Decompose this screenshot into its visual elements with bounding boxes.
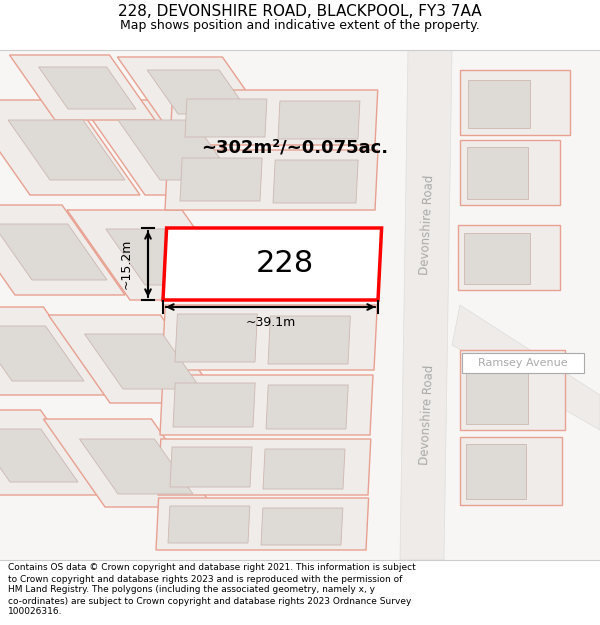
Text: to Crown copyright and database rights 2023 and is reproduced with the permissio: to Crown copyright and database rights 2…	[8, 574, 403, 584]
Text: Devonshire Road: Devonshire Road	[418, 364, 436, 466]
Polygon shape	[165, 150, 378, 210]
Polygon shape	[0, 326, 84, 381]
Polygon shape	[49, 315, 222, 403]
Polygon shape	[466, 444, 526, 499]
Polygon shape	[468, 80, 530, 128]
Polygon shape	[156, 498, 368, 550]
Polygon shape	[278, 101, 360, 139]
Polygon shape	[458, 225, 560, 290]
Polygon shape	[180, 158, 262, 201]
Polygon shape	[175, 314, 257, 362]
Polygon shape	[173, 383, 255, 427]
Polygon shape	[79, 439, 193, 494]
Text: Contains OS data © Crown copyright and database right 2021. This information is : Contains OS data © Crown copyright and d…	[8, 564, 416, 572]
Polygon shape	[8, 120, 125, 180]
Polygon shape	[85, 334, 201, 389]
Text: co-ordinates) are subject to Crown copyright and database rights 2023 Ordnance S: co-ordinates) are subject to Crown copyr…	[8, 596, 412, 606]
Polygon shape	[170, 447, 252, 487]
Text: 100026316.: 100026316.	[8, 608, 62, 616]
Polygon shape	[158, 439, 371, 495]
Polygon shape	[160, 375, 373, 435]
Polygon shape	[185, 99, 267, 137]
Text: 228: 228	[256, 249, 314, 279]
Polygon shape	[452, 305, 600, 430]
Polygon shape	[0, 205, 125, 295]
Polygon shape	[170, 90, 378, 145]
Polygon shape	[263, 449, 345, 489]
Polygon shape	[467, 147, 528, 199]
Polygon shape	[464, 233, 530, 284]
Polygon shape	[273, 160, 358, 203]
Polygon shape	[0, 100, 140, 195]
Polygon shape	[460, 437, 562, 505]
Bar	[0, 50, 600, 560]
Text: 228, DEVONSHIRE ROAD, BLACKPOOL, FY3 7AA: 228, DEVONSHIRE ROAD, BLACKPOOL, FY3 7AA	[118, 4, 482, 19]
Text: ~302m²/~0.075ac.: ~302m²/~0.075ac.	[202, 139, 389, 157]
Polygon shape	[79, 100, 255, 195]
Polygon shape	[460, 350, 565, 430]
Polygon shape	[0, 429, 78, 482]
Polygon shape	[147, 70, 250, 114]
Text: ~15.2m: ~15.2m	[119, 239, 133, 289]
Polygon shape	[268, 316, 350, 364]
Polygon shape	[118, 57, 270, 125]
Polygon shape	[460, 70, 570, 135]
Polygon shape	[0, 224, 107, 280]
Polygon shape	[466, 357, 528, 424]
Polygon shape	[67, 210, 245, 300]
Text: HM Land Registry. The polygons (including the associated geometry, namely x, y: HM Land Registry. The polygons (includin…	[8, 586, 375, 594]
Text: Ramsey Avenue: Ramsey Avenue	[478, 358, 568, 368]
Bar	[0, 0, 600, 50]
Text: Devonshire Road: Devonshire Road	[418, 174, 436, 276]
Polygon shape	[0, 307, 105, 395]
FancyBboxPatch shape	[462, 353, 584, 373]
Polygon shape	[460, 140, 560, 205]
Text: Map shows position and indicative extent of the property.: Map shows position and indicative extent…	[120, 19, 480, 32]
Polygon shape	[261, 508, 343, 545]
Polygon shape	[106, 229, 225, 285]
Polygon shape	[118, 120, 235, 180]
Polygon shape	[38, 67, 136, 109]
Polygon shape	[162, 305, 377, 370]
Polygon shape	[163, 228, 382, 300]
Polygon shape	[266, 385, 348, 429]
Polygon shape	[0, 410, 100, 495]
Polygon shape	[10, 55, 155, 120]
Polygon shape	[43, 419, 213, 507]
Bar	[0, 560, 600, 625]
Polygon shape	[400, 50, 452, 560]
Text: ~39.1m: ~39.1m	[245, 316, 296, 329]
Polygon shape	[168, 506, 250, 543]
